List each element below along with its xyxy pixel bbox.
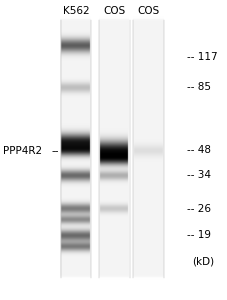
Text: PPP4R2: PPP4R2 — [3, 146, 42, 156]
Text: -- 34: -- 34 — [187, 170, 211, 181]
Text: -- 26: -- 26 — [187, 203, 211, 214]
Text: -- 117: -- 117 — [187, 52, 218, 62]
Text: K562: K562 — [63, 6, 89, 16]
Text: --: -- — [52, 146, 59, 156]
Text: -- 85: -- 85 — [187, 82, 211, 92]
Text: -- 19: -- 19 — [187, 230, 211, 241]
Text: COS: COS — [138, 6, 160, 16]
Text: -- 48: -- 48 — [187, 145, 211, 155]
Text: (kD): (kD) — [192, 256, 214, 266]
Text: COS: COS — [104, 6, 126, 16]
